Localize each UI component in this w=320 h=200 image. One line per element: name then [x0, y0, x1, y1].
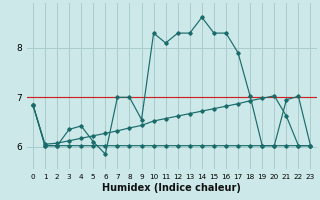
- X-axis label: Humidex (Indice chaleur): Humidex (Indice chaleur): [102, 183, 241, 193]
